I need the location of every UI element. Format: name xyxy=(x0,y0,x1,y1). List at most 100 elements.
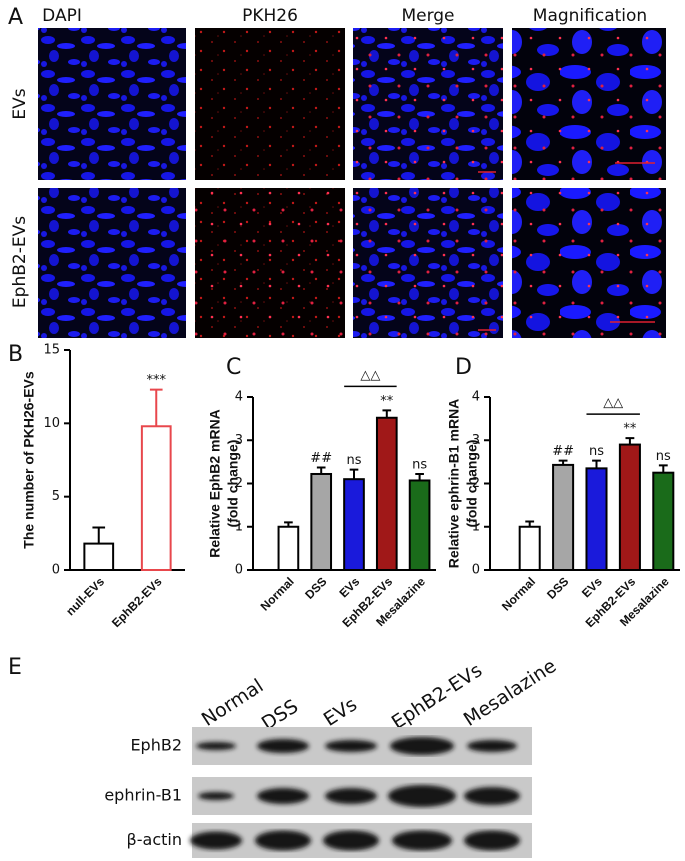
y-axis-label: Relative ephrin-B1 mRNA xyxy=(446,399,462,569)
blot-band xyxy=(196,742,236,750)
y-tick-label: 2 xyxy=(472,476,480,491)
error-bar xyxy=(382,409,392,418)
micrograph xyxy=(38,188,186,338)
panel-label: D xyxy=(455,355,472,380)
significance-label: ns xyxy=(589,444,604,459)
y-tick-label: 2 xyxy=(235,476,243,491)
y-tick-label: 15 xyxy=(43,343,60,358)
y-tick-label: 5 xyxy=(52,489,60,504)
significance-label: ** xyxy=(380,394,394,409)
bar xyxy=(277,525,300,571)
micrograph-overlay xyxy=(353,28,503,180)
error-bar xyxy=(149,388,163,427)
error-bar xyxy=(92,526,106,544)
bar xyxy=(375,416,398,572)
y-axis-label: (fold change) xyxy=(464,440,480,528)
comparison-label: △△ xyxy=(603,396,623,411)
significance-label: ## xyxy=(310,451,332,466)
blot-band xyxy=(467,740,517,752)
row-label: EVs xyxy=(10,88,30,119)
error-bar xyxy=(592,459,601,469)
y-tick-label: 10 xyxy=(43,416,60,431)
significance-label: ns xyxy=(346,453,361,468)
bar xyxy=(585,467,608,571)
row-label: ephrin-B1 xyxy=(104,786,182,805)
x-tick-label: null-EVs xyxy=(63,574,107,618)
micrograph xyxy=(38,28,186,180)
bar xyxy=(552,463,575,571)
significance-label: ns xyxy=(412,457,427,472)
row-label: EphB2 xyxy=(130,736,182,755)
blot-band xyxy=(255,830,311,851)
y-tick-label: 1 xyxy=(472,519,480,534)
x-tick-label: Normal xyxy=(258,574,297,613)
lane-label: EVs xyxy=(320,693,361,730)
lane-label: Normal xyxy=(198,675,268,731)
panel-label: B xyxy=(8,342,23,367)
blot-band xyxy=(190,831,242,850)
y-tick-label: 0 xyxy=(52,563,60,578)
significance-label: *** xyxy=(147,373,167,388)
significance-label: ## xyxy=(552,444,574,459)
column-header: DAPI xyxy=(42,6,82,26)
column-header: PKH26 xyxy=(242,6,298,26)
error-bar xyxy=(558,459,568,465)
bar xyxy=(83,542,115,571)
blot-band xyxy=(257,788,309,804)
x-tick-label: Normal xyxy=(499,574,538,613)
error-bar xyxy=(658,464,668,473)
micrograph-overlay xyxy=(353,188,503,338)
micrograph xyxy=(195,28,345,180)
error-bar xyxy=(349,468,359,480)
y-tick-label: 4 xyxy=(235,390,243,405)
blot-band xyxy=(392,830,452,851)
bar xyxy=(310,472,333,571)
x-tick-label: EVs xyxy=(336,574,362,600)
y-tick-label: 4 xyxy=(472,390,480,405)
blot-band xyxy=(325,788,377,804)
significance-label: ns xyxy=(656,449,671,464)
row-label: β-actin xyxy=(127,830,182,849)
blot-band xyxy=(257,739,309,753)
panel-label: C xyxy=(226,355,241,380)
bar xyxy=(140,425,172,571)
micrograph-overlay xyxy=(195,188,345,338)
blot-band xyxy=(198,792,234,800)
blot-bands xyxy=(198,785,520,807)
error-bar xyxy=(316,466,326,474)
micrographs xyxy=(38,28,666,338)
y-tick-label: 3 xyxy=(472,433,480,448)
row-label: EphB2-EVs xyxy=(10,216,30,308)
x-tick-label: EVs xyxy=(579,574,605,600)
bar xyxy=(618,443,641,572)
blot-band xyxy=(464,787,520,805)
blot-band xyxy=(464,830,520,851)
x-tick-label: DSS xyxy=(544,574,571,601)
error-bar xyxy=(625,437,635,445)
blot-bands xyxy=(196,737,517,755)
column-header: Merge xyxy=(401,6,454,26)
significance-label: ** xyxy=(623,422,637,437)
blot-bands xyxy=(190,830,520,851)
error-bar xyxy=(284,521,293,527)
x-tick-label: EphB2-EVs xyxy=(109,574,165,630)
panel-label: E xyxy=(8,655,22,680)
blot-band xyxy=(323,830,379,851)
bar xyxy=(408,479,431,571)
bar-chart: D Relative ephrin-B1 mRNA (fold change) 0 1 2… xyxy=(446,355,680,630)
y-tick-label: 0 xyxy=(472,563,480,578)
micrograph-overlay xyxy=(512,28,666,180)
y-tick-label: 1 xyxy=(235,519,243,534)
y-tick-label: 3 xyxy=(235,433,243,448)
y-axis-label: The number of PKH26-EVs xyxy=(21,371,37,549)
y-axis-label: Relative EphB2 mRNA xyxy=(207,409,223,558)
column-header: Magnification xyxy=(533,6,647,26)
bar xyxy=(652,471,675,571)
error-bar xyxy=(525,520,535,527)
y-axis-label: (fold change) xyxy=(225,440,241,528)
micrograph-overlay xyxy=(512,188,666,338)
x-tick-label: DSS xyxy=(302,574,329,601)
